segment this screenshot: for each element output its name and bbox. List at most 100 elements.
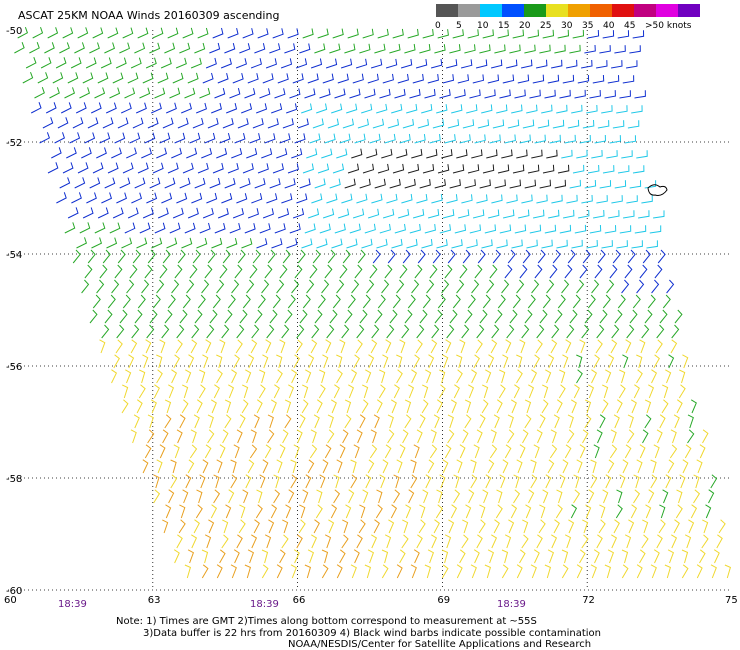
wind-barb: [475, 339, 483, 354]
wind-barb: [661, 399, 669, 414]
wind-barb: [385, 58, 398, 69]
wind-barb: [441, 549, 449, 564]
wind-barb: [351, 279, 360, 294]
wind-barb: [47, 162, 59, 174]
wind-barb: [211, 102, 222, 114]
wind-barb: [384, 444, 392, 459]
wind-barb: [493, 519, 500, 534]
wind-barb: [293, 444, 300, 459]
wind-barb: [126, 279, 135, 294]
longitude-label: 75: [725, 595, 738, 606]
wind-barb: [610, 429, 617, 444]
wind-barb: [437, 164, 450, 174]
wind-barb: [149, 177, 161, 189]
wind-barb: [621, 279, 630, 294]
wind-barb: [626, 324, 635, 339]
wind-barb: [519, 264, 528, 279]
wind-barb: [156, 369, 163, 384]
wind-barb: [77, 27, 89, 39]
wind-barb: [232, 72, 244, 84]
wind-barb: [269, 43, 281, 54]
wind-barb: [353, 549, 360, 564]
wind-barb: [74, 42, 85, 54]
wind-barb: [616, 105, 628, 114]
wind-barb: [121, 384, 129, 399]
wind-barb: [601, 384, 609, 399]
wind-barb: [314, 43, 326, 54]
wind-barb: [576, 564, 583, 579]
wind-barb: [636, 459, 643, 474]
wind-barb: [667, 459, 675, 474]
wind-barb: [524, 179, 537, 189]
wind-barb: [334, 223, 346, 234]
wind-barb: [449, 309, 458, 324]
wind-barb: [286, 103, 298, 114]
wind-barb: [535, 59, 548, 69]
wind-barb: [306, 279, 315, 294]
wind-barb: [226, 102, 238, 114]
wind-barb: [141, 147, 153, 159]
wind-barb: [402, 519, 409, 534]
wind-barb: [601, 105, 613, 114]
wind-barb: [302, 294, 311, 309]
wind-barb: [138, 384, 146, 399]
wind-barb: [176, 192, 188, 204]
wind-barb: [75, 102, 87, 114]
wind-barb: [210, 504, 218, 519]
wind-barb: [489, 264, 498, 279]
wind-barb: [391, 103, 403, 114]
wind-barb: [536, 429, 543, 444]
wind-barb: [596, 429, 603, 444]
wind-barb: [311, 193, 323, 204]
wind-barb: [562, 74, 575, 84]
wind-barb: [324, 264, 333, 279]
wind-barb: [421, 239, 433, 249]
wind-barb: [376, 238, 388, 249]
longitude-label: 72: [582, 595, 595, 606]
wind-barb: [259, 88, 271, 99]
wind-barb: [288, 384, 295, 399]
wind-barb: [611, 324, 620, 339]
wind-barb: [81, 279, 90, 294]
wind-barb: [507, 119, 520, 129]
scale-tick-label: >50 knots: [645, 21, 692, 31]
wind-barb: [597, 249, 606, 264]
wind-barb: [199, 87, 211, 99]
wind-barb: [402, 249, 411, 264]
wind-barb: [444, 134, 456, 144]
wind-barb: [588, 384, 595, 399]
wind-barb: [357, 118, 369, 129]
wind-barb: [539, 309, 548, 324]
wind-barb: [247, 208, 259, 219]
wind-barb: [213, 384, 220, 399]
wind-barb: [214, 87, 226, 99]
wind-barb: [466, 239, 478, 249]
wind-barb: [627, 249, 636, 264]
wind-barb: [479, 309, 488, 324]
wind-barb: [219, 549, 226, 564]
wind-barb: [450, 504, 458, 519]
wind-barb: [647, 294, 656, 309]
wind-barb: [557, 29, 570, 39]
wind-barb: [490, 339, 498, 354]
wind-barb: [202, 459, 209, 474]
wind-barb: [299, 43, 311, 54]
wind-barb: [512, 294, 521, 309]
wind-barb: [356, 429, 363, 444]
wind-barb: [167, 294, 176, 309]
wind-barb: [532, 209, 545, 219]
wind-barb: [245, 474, 252, 489]
wind-barb: [681, 564, 689, 579]
wind-barb: [94, 222, 106, 234]
wind-barb: [607, 75, 620, 84]
wind-barb: [219, 339, 226, 354]
wind-barb: [284, 414, 292, 429]
wind-barb: [258, 369, 266, 384]
wind-barb: [397, 73, 409, 84]
wind-barb: [413, 444, 420, 459]
wind-barb: [324, 133, 336, 144]
wind-barb: [279, 444, 286, 459]
wind-barb: [426, 149, 438, 159]
wind-barb: [201, 147, 213, 159]
wind-barb: [466, 104, 478, 114]
